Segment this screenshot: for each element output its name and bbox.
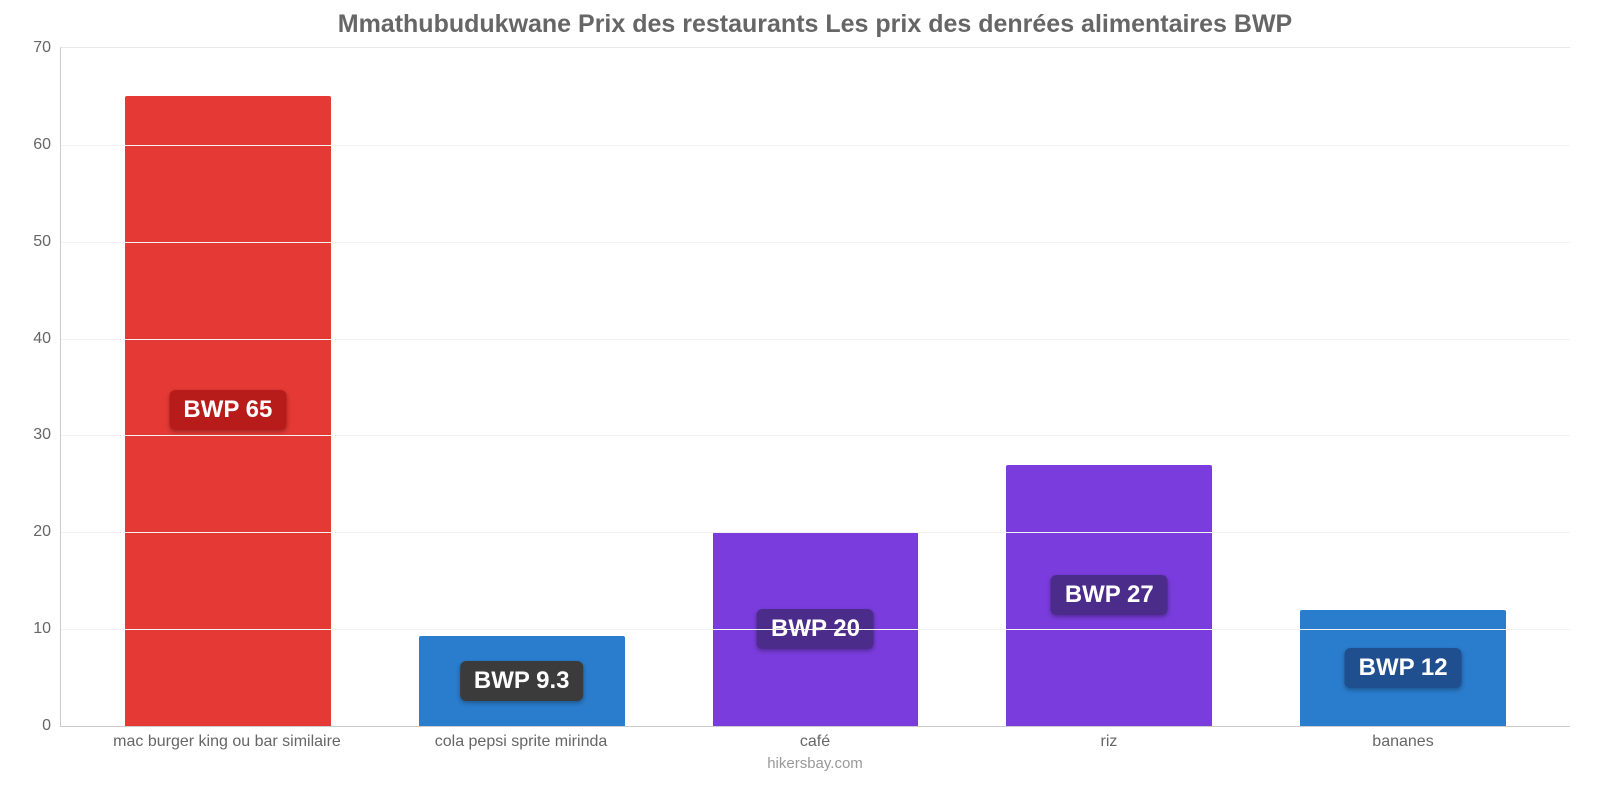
gridline — [61, 339, 1570, 340]
y-tick-label: 20 — [33, 523, 61, 541]
bar-slot: BWP 20 — [669, 48, 963, 726]
bar-slot: BWP 65 — [81, 48, 375, 726]
y-tick-label: 70 — [33, 39, 61, 57]
value-badge: BWP 9.3 — [460, 661, 584, 701]
x-tick-label: riz — [962, 733, 1256, 751]
value-badge: BWP 27 — [1051, 575, 1168, 615]
chart-title: Mmathubudukwane Prix des restaurants Les… — [60, 10, 1570, 39]
y-tick-label: 60 — [33, 136, 61, 154]
y-tick-label: 50 — [33, 233, 61, 251]
bar-slot: BWP 27 — [962, 48, 1256, 726]
y-tick-label: 30 — [33, 426, 61, 444]
y-tick-label: 10 — [33, 620, 61, 638]
value-badge: BWP 65 — [169, 390, 286, 430]
y-tick-label: 0 — [42, 717, 61, 735]
x-tick-label: cola pepsi sprite mirinda — [374, 733, 668, 751]
attribution-text: hikersbay.com — [60, 755, 1570, 772]
gridline — [61, 145, 1570, 146]
x-tick-label: bananes — [1256, 733, 1550, 751]
value-badge: BWP 12 — [1345, 648, 1462, 688]
gridline — [61, 629, 1570, 630]
bar: BWP 65 — [125, 96, 331, 726]
gridline — [61, 242, 1570, 243]
bar-slot: BWP 12 — [1256, 48, 1550, 726]
x-tick-label: café — [668, 733, 962, 751]
bar: BWP 12 — [1300, 610, 1506, 726]
gridline — [61, 532, 1570, 533]
y-tick-label: 40 — [33, 330, 61, 348]
price-bar-chart: Mmathubudukwane Prix des restaurants Les… — [0, 0, 1600, 800]
bar: BWP 27 — [1006, 465, 1212, 727]
gridline — [61, 435, 1570, 436]
plot-area: BWP 65BWP 9.3BWP 20BWP 27BWP 12 01020304… — [60, 47, 1570, 727]
bars-container: BWP 65 BWP 9.3 BWP 20 BWP 27 BWP 12 — [61, 48, 1570, 726]
x-axis-labels: mac burger king ou bar similairecola pep… — [60, 733, 1570, 751]
bar: BWP 9.3 — [419, 636, 625, 726]
x-tick-label: mac burger king ou bar similaire — [80, 733, 374, 751]
bar-slot: BWP 9.3 — [375, 48, 669, 726]
